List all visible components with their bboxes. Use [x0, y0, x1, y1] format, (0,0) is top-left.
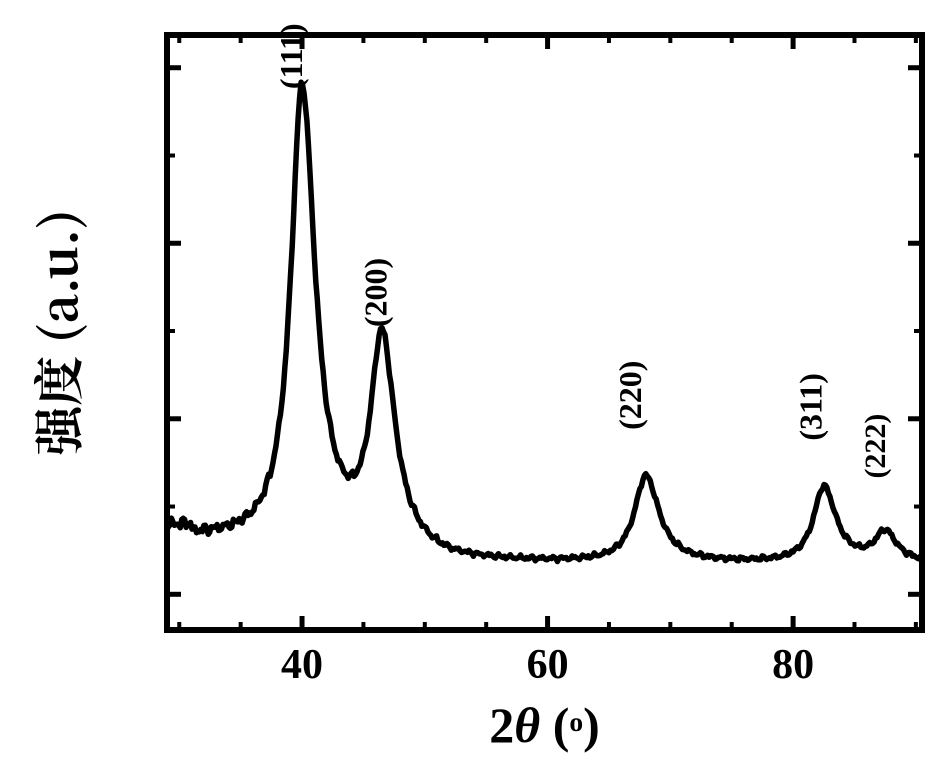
x-tick-label: 40 — [281, 642, 323, 688]
peak-label: (220) — [612, 361, 648, 430]
xrd-chart: 40 60 80 2θ (o) 强度 (a.u.) (111) (200) (220) (311… — [0, 0, 950, 761]
peak-label: (311) — [792, 373, 828, 441]
x-axis-label: 2θ (o) — [489, 697, 600, 753]
plot-border — [167, 35, 922, 630]
x-tick-label: 80 — [772, 642, 814, 688]
x-tick-label: 60 — [527, 642, 569, 688]
peak-label: (200) — [358, 258, 394, 327]
xrd-curve — [167, 82, 921, 561]
peak-label: (111) — [273, 23, 309, 89]
peak-label: (222) — [859, 414, 892, 479]
y-axis-label: 强度 (a.u.) — [20, 209, 92, 456]
chart-svg: 40 60 80 2θ (o) 强度 (a.u.) (111) (200) (220) (311… — [0, 0, 950, 761]
